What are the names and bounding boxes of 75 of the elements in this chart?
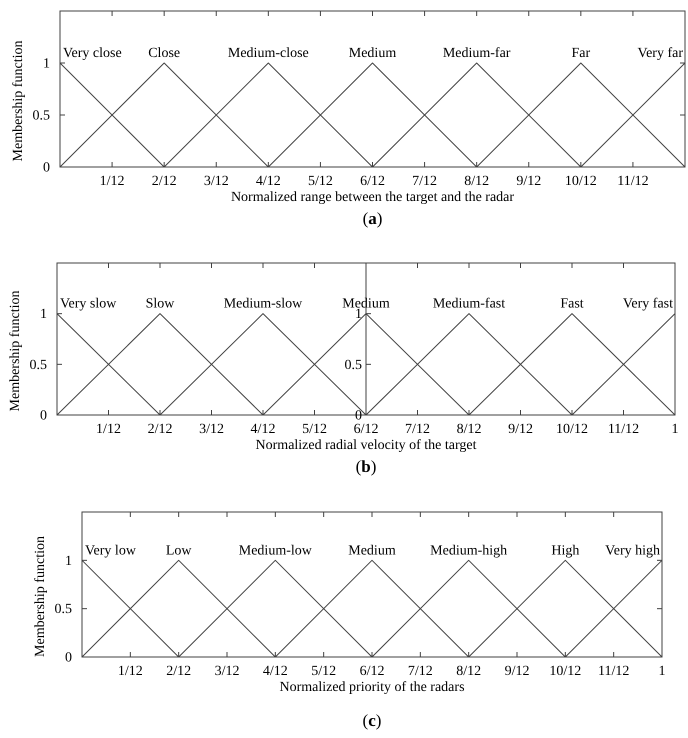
y-tick-label: 1 xyxy=(43,56,50,72)
x-tick-label: 1/12 xyxy=(100,174,125,189)
x-tick-label: 8/12 xyxy=(456,664,482,679)
x-tick-label: 1 xyxy=(658,664,666,679)
x-tick-label: 11/12 xyxy=(598,664,630,679)
series-label: Fast xyxy=(560,296,584,312)
x-tick-label: 2/12 xyxy=(148,422,172,437)
series-label: Medium-fast xyxy=(432,296,506,312)
x-axis-title: Normalized priority of the radars xyxy=(279,680,465,695)
legend-label: Very far xyxy=(638,46,684,61)
x-tick-label: 9/12 xyxy=(504,664,530,679)
x-tick-label: 6/12 xyxy=(360,174,385,189)
y2-tick-label: 0.5 xyxy=(344,358,362,373)
x-tick-label: 10/12 xyxy=(549,664,582,679)
x-tick-label: 4/12 xyxy=(262,664,288,679)
x-axis-title: Normalized range between the target and the radar xyxy=(230,190,514,205)
x-tick-label: 9/12 xyxy=(508,422,533,437)
y-tick-label: 0.5 xyxy=(30,358,47,373)
series-label: Low xyxy=(166,543,192,558)
series-label: Medium xyxy=(348,46,396,61)
x-tick-label: 6/12 xyxy=(360,664,384,679)
series-label: Close xyxy=(148,46,180,61)
series-label: Medium-low xyxy=(238,543,313,558)
series-label: Very close xyxy=(63,46,122,61)
x-tick-label: 9/12 xyxy=(516,174,542,189)
x-tick-label: 3/12 xyxy=(204,174,229,189)
y-tick-label: 0 xyxy=(40,408,47,424)
series-label: High xyxy=(551,543,580,558)
x-tick-label: 8/12 xyxy=(464,174,490,189)
y-tick-label: 0 xyxy=(43,160,50,176)
series-label: Far xyxy=(571,46,590,61)
series-label: Slow xyxy=(146,296,176,312)
series-label: Medium-close xyxy=(228,46,309,61)
x-axis-title: Normalized radial velocity of the target xyxy=(256,438,477,453)
x-tick-label: 8/12 xyxy=(456,422,482,437)
x-tick-label: 10/12 xyxy=(556,422,588,437)
x-tick-label: 3/12 xyxy=(199,422,224,437)
x-tick-label: 1/12 xyxy=(96,422,121,437)
y-tick-label: 0.5 xyxy=(32,108,50,124)
x-tick-label: 7/12 xyxy=(405,422,430,437)
series-label: Medium-slow xyxy=(224,296,304,312)
y-axis-title: Membership function xyxy=(33,536,48,657)
x-tick-label: 2/12 xyxy=(152,174,177,189)
y-tick-label: 1 xyxy=(40,307,47,322)
x-tick-label: 3/12 xyxy=(214,664,240,679)
x-tick-label: 11/12 xyxy=(608,422,640,437)
x-tick-label: 4/12 xyxy=(250,422,276,437)
series-label: Medium-far xyxy=(442,46,511,61)
x-tick-label: 4/12 xyxy=(256,174,281,189)
y-tick-label: 1 xyxy=(65,554,72,569)
y-axis-title: Membership function xyxy=(11,40,26,162)
series-label: Very fast xyxy=(622,296,674,312)
series-label: Medium xyxy=(348,543,396,558)
text: (b) xyxy=(356,457,376,476)
x-tick-label: 7/12 xyxy=(412,174,438,189)
x-tick-label: 5/12 xyxy=(302,422,327,437)
y-axis-title: Membership function xyxy=(8,290,23,412)
series-label: Very low xyxy=(85,543,137,558)
x-tick-label: 10/12 xyxy=(564,174,597,189)
x-tick-label: 1 xyxy=(672,422,678,437)
y-tick-label: 0.5 xyxy=(54,602,72,618)
x-tick-label: 5/12 xyxy=(311,664,336,679)
x-tick-label: 1/12 xyxy=(118,664,143,679)
legend-label: Very high xyxy=(605,543,660,558)
series-label: Very slow xyxy=(60,296,118,312)
text: (a) xyxy=(362,209,382,228)
series-label: Medium-high xyxy=(430,543,508,558)
x-tick-label: 2/12 xyxy=(166,664,192,679)
x-tick-label: 7/12 xyxy=(408,664,433,679)
x-tick-label: 11/12 xyxy=(617,174,649,189)
y2-tick-label: 1 xyxy=(355,307,362,322)
x-tick-label: 5/12 xyxy=(308,174,333,189)
y-tick-label: 0 xyxy=(65,650,72,666)
text: (c) xyxy=(362,711,382,730)
x-tick-label: 6/12 xyxy=(354,422,378,437)
